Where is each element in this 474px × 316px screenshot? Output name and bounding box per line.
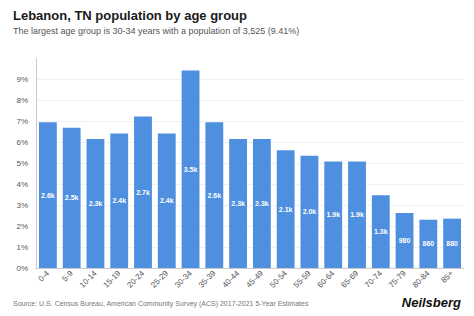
svg-text:3.5k: 3.5k: [184, 166, 198, 173]
svg-text:7%: 7%: [16, 117, 28, 126]
svg-text:1.9k: 1.9k: [326, 211, 340, 218]
svg-text:8%: 8%: [16, 96, 28, 105]
svg-text:Source: U.S. Census Bureau, Am: Source: U.S. Census Bureau, American Com…: [13, 300, 309, 308]
svg-text:50-54: 50-54: [268, 268, 289, 289]
svg-text:3%: 3%: [16, 201, 28, 210]
svg-text:10-14: 10-14: [78, 268, 99, 289]
svg-text:30-34: 30-34: [173, 268, 194, 289]
svg-text:860: 860: [422, 240, 434, 247]
svg-text:Neilsberg: Neilsberg: [402, 295, 461, 310]
svg-text:880: 880: [446, 240, 458, 247]
svg-text:980: 980: [399, 237, 411, 244]
svg-text:20-24: 20-24: [125, 268, 146, 289]
svg-text:4%: 4%: [16, 180, 28, 189]
svg-text:2%: 2%: [16, 222, 28, 231]
svg-text:5-9: 5-9: [60, 268, 75, 283]
svg-text:60-64: 60-64: [316, 268, 337, 289]
svg-text:2.7k: 2.7k: [136, 189, 150, 196]
svg-text:2.4k: 2.4k: [112, 197, 126, 204]
svg-text:70-74: 70-74: [363, 268, 384, 289]
svg-text:2.0k: 2.0k: [303, 208, 317, 215]
svg-text:75-79: 75-79: [387, 268, 408, 289]
svg-text:6%: 6%: [16, 138, 28, 147]
svg-text:45-49: 45-49: [244, 268, 265, 289]
svg-text:40-44: 40-44: [220, 268, 241, 289]
svg-text:1.3k: 1.3k: [374, 228, 388, 235]
svg-text:2.4k: 2.4k: [160, 197, 174, 204]
svg-text:Lebanon, TN population by age: Lebanon, TN population by age group: [13, 8, 247, 23]
svg-text:5%: 5%: [16, 159, 28, 168]
svg-text:2.1k: 2.1k: [279, 206, 293, 213]
svg-text:0%: 0%: [16, 264, 28, 273]
svg-text:2.3k: 2.3k: [255, 200, 269, 207]
svg-text:25-29: 25-29: [149, 268, 170, 289]
svg-text:15-19: 15-19: [102, 268, 123, 289]
svg-text:2.6k: 2.6k: [41, 192, 55, 199]
svg-text:1%: 1%: [16, 243, 28, 252]
svg-text:35-39: 35-39: [197, 268, 218, 289]
svg-text:The largest age group is 30-34: The largest age group is 30-34 years wit…: [13, 26, 299, 36]
svg-text:2.3k: 2.3k: [231, 200, 245, 207]
svg-text:1.9k: 1.9k: [350, 211, 364, 218]
svg-text:2.3k: 2.3k: [89, 200, 103, 207]
svg-text:2.5k: 2.5k: [65, 194, 79, 201]
svg-text:65-69: 65-69: [339, 268, 360, 289]
svg-text:2.6k: 2.6k: [208, 192, 222, 199]
svg-text:55-59: 55-59: [292, 268, 313, 289]
svg-text:80-84: 80-84: [411, 268, 432, 289]
svg-text:0-4: 0-4: [37, 268, 52, 283]
svg-text:85+: 85+: [439, 269, 455, 285]
svg-text:9%: 9%: [16, 75, 28, 84]
